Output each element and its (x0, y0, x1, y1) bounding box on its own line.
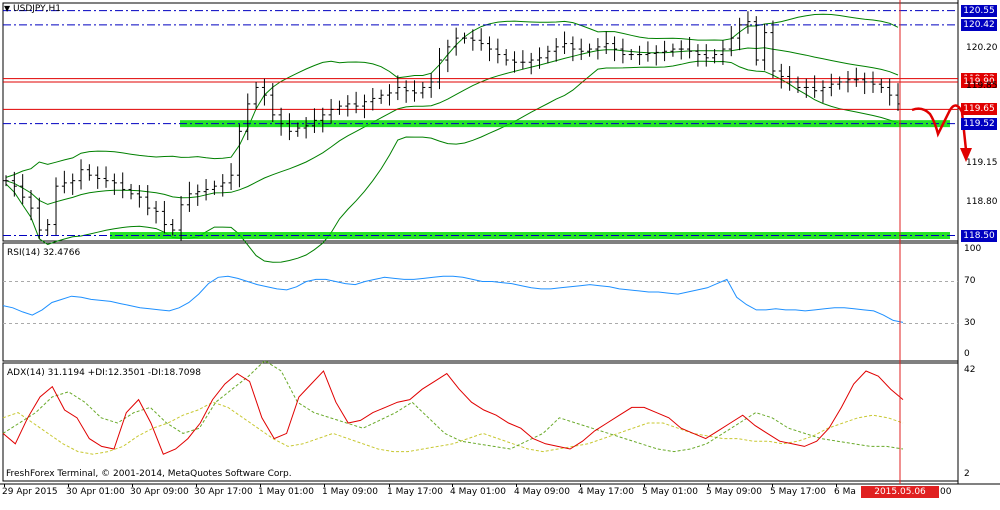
rsi-tick-0: 100 (964, 244, 982, 254)
time-tick-8 (516, 484, 517, 487)
price-tick-1: 119.85 (966, 81, 998, 92)
forecast-arrow-path (911, 104, 968, 151)
footer-copyright: FreshForex Terminal, © 2001-2014, MetaQu… (6, 469, 292, 479)
time-label-5: 1 May 09:00 (322, 487, 378, 497)
time-label-8: 4 May 09:00 (514, 487, 570, 497)
bollinger-middle (5, 47, 899, 205)
time-tick-6 (389, 484, 390, 487)
time-label-7: 4 May 01:00 (450, 487, 506, 497)
time-tick-7 (452, 484, 453, 487)
adx-header: ADX(14) 31.1194 +DI:12.3501 -DI:18.7098 (7, 368, 201, 378)
dropdown-arrow-icon[interactable]: ▼ (4, 4, 11, 13)
time-label-11: 5 May 09:00 (706, 487, 762, 497)
time-label-13: 6 Ma (834, 487, 856, 497)
forecast-arrow-head (960, 148, 972, 162)
forecast-arrow (911, 104, 972, 162)
time-tick-0 (4, 484, 5, 487)
time-tick-2 (132, 484, 133, 487)
price-box-6: 118.50 (961, 229, 997, 242)
symbol-label: USDJPY,H1 (13, 4, 61, 14)
time-tick-1 (68, 484, 69, 487)
rsi-header: RSI(14) 32.4766 (7, 248, 81, 258)
time-label-0: 29 Apr 2015 (2, 487, 58, 497)
price-tick-2: 119.15 (966, 158, 998, 169)
adx-tick-0: 42 (964, 365, 976, 375)
support-zone-1 (110, 232, 950, 240)
time-tick-4 (260, 484, 261, 487)
price-box-4: 119.65 (961, 103, 997, 116)
bollinger-lower (5, 60, 899, 263)
price-levels (3, 10, 958, 240)
panel-borders (0, 0, 1000, 485)
rsi-tick-2: 30 (964, 317, 976, 328)
adx-indicator (2, 359, 904, 455)
time-tick-13 (836, 484, 837, 487)
time-tick-12 (772, 484, 773, 487)
time-label-3: 30 Apr 17:00 (194, 487, 253, 497)
time-label-1: 30 Apr 01:00 (66, 487, 125, 497)
time-tick-5 (324, 484, 325, 487)
bollinger-upper (5, 13, 899, 178)
adx-line (2, 370, 904, 455)
adx-tick-1: 2 (964, 469, 970, 479)
time-cursor-label: 2015.05.06 09:00 (861, 486, 939, 509)
time-axis-tail: 00 (940, 487, 952, 497)
rsi-indicator (2, 275, 904, 323)
bollinger-bands (5, 13, 899, 263)
price-tick-3: 118.80 (966, 196, 998, 207)
panel-frame-2 (2, 362, 959, 482)
time-label-4: 1 May 01:00 (258, 487, 314, 497)
candlesticks (3, 11, 901, 241)
minus-di-line (2, 401, 904, 455)
price-box-1: 120.42 (961, 18, 997, 31)
time-tick-9 (580, 484, 581, 487)
grid-lines (3, 281, 958, 324)
time-label-10: 5 May 01:00 (642, 487, 698, 497)
time-tick-11 (708, 484, 709, 487)
symbol-header: ▼ USDJPY,H1 (4, 4, 61, 14)
price-box-0: 120.55 (961, 4, 997, 17)
time-label-12: 5 May 17:00 (770, 487, 826, 497)
panel-frame-1 (2, 242, 959, 362)
time-label-2: 30 Apr 09:00 (130, 487, 189, 497)
rsi-tick-3: 0 (964, 349, 970, 359)
time-tick-10 (644, 484, 645, 487)
rsi-line (2, 275, 904, 323)
time-label-6: 1 May 17:00 (387, 487, 443, 497)
price-box-5: 119.52 (961, 117, 997, 130)
rsi-tick-1: 70 (964, 275, 976, 286)
time-label-9: 4 May 17:00 (578, 487, 634, 497)
price-tick-0: 120.20 (966, 43, 998, 54)
price-box-3: 119.90 (961, 75, 997, 88)
time-tick-3 (196, 484, 197, 487)
